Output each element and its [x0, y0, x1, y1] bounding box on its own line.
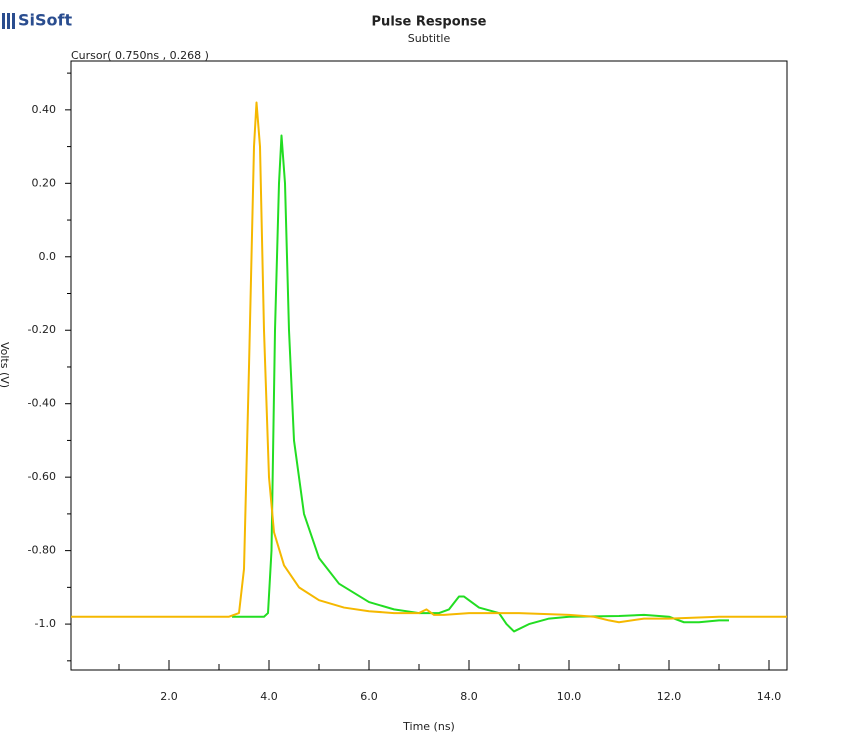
series-line: [71, 101, 787, 624]
logo-text: SiSoft: [18, 11, 72, 30]
cursor-annotation: Cursor( 0.750ns , 0.268 ): [71, 49, 209, 62]
y-tick-label: -0.20: [28, 323, 56, 336]
plot-frame: [70, 60, 788, 671]
x-tick-label: 8.0: [460, 690, 478, 703]
chart-title: Pulse Response: [372, 15, 487, 30]
x-tick-label: 12.0: [657, 690, 682, 703]
logo-bar: [12, 13, 15, 29]
x-tick-label: 14.0: [757, 690, 782, 703]
y-tick-label: -0.60: [28, 470, 56, 483]
logo-bar: [2, 13, 5, 29]
y-tick-label: 0.40: [32, 103, 57, 116]
x-tick-label: 10.0: [557, 690, 582, 703]
y-axis-label: Volts (V): [0, 342, 11, 388]
y-tick-label: -1.0: [35, 617, 56, 630]
y-tick-label: -0.40: [28, 397, 56, 410]
logo-bar: [7, 13, 10, 29]
x-tick-label: 2.0: [160, 690, 178, 703]
y-tick-label: -0.80: [28, 544, 56, 557]
y-tick-label: 0.20: [32, 176, 57, 189]
x-tick-label: 6.0: [360, 690, 378, 703]
chart-subtitle: Subtitle: [408, 32, 451, 45]
y-tick-label: 0.0: [39, 250, 57, 263]
series-line: [232, 134, 729, 633]
x-axis-label: Time (ns): [402, 720, 455, 732]
logo: SiSoft: [2, 11, 72, 30]
x-tick-label: 4.0: [260, 690, 278, 703]
